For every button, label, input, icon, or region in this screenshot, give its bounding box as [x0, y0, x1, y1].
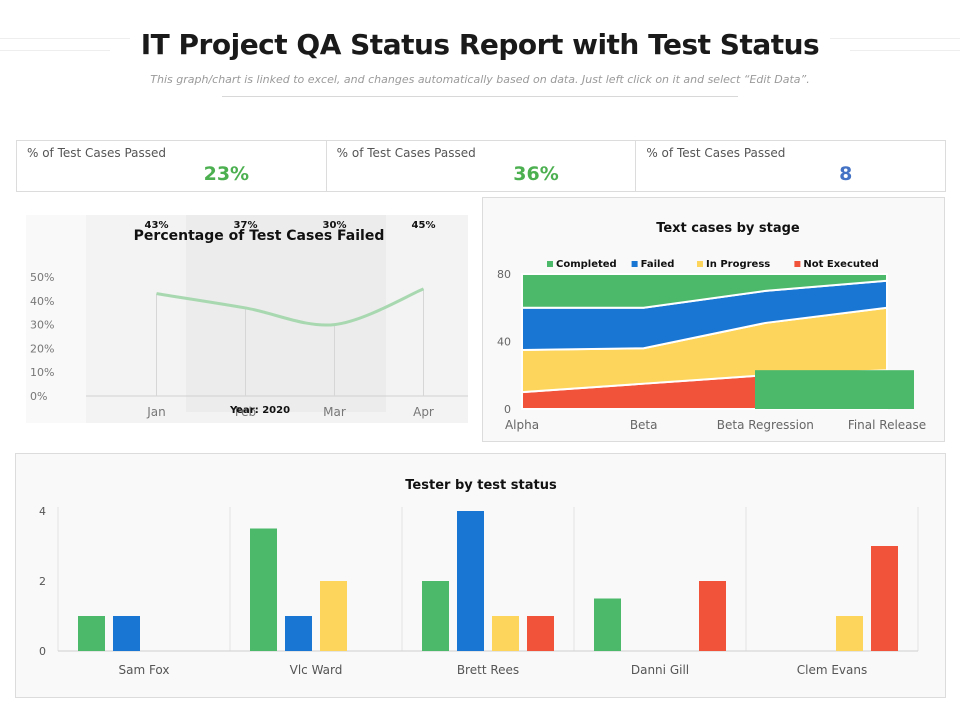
- x-tick-label: Jan: [146, 405, 166, 419]
- chart-title: Text cases by stage: [656, 221, 800, 236]
- data-label: 43%: [145, 220, 169, 231]
- kpi-value: 23%: [203, 163, 250, 185]
- bar-in-progress: [320, 581, 347, 651]
- data-label: 30%: [323, 220, 347, 231]
- line-chart[interactable]: 0% 10% 20% 30% 40% 50% Jan 43% Feb 37% Mar 30% Apr 45…: [26, 215, 468, 423]
- legend-swatch: [547, 261, 553, 267]
- y-tick-label: 4: [39, 505, 46, 518]
- bar-chart-panel[interactable]: Tester by test status 0 2 4 Sam Fox Vlc Ward B…: [15, 453, 946, 698]
- x-tick-label: Apr: [413, 405, 434, 419]
- y-tick-label: 0: [39, 645, 46, 658]
- bar-in-progress: [492, 616, 519, 651]
- y-tick-label: 50%: [30, 271, 54, 284]
- bar-not-executed: [527, 616, 554, 651]
- y-tick-label: 2: [39, 575, 46, 588]
- x-tick-label: Clem Evans: [797, 663, 868, 677]
- y-tick-label: 0: [504, 403, 511, 416]
- kpi-label: % of Test Cases Passed: [27, 146, 167, 160]
- kpi-label: % of Test Cases Passed: [646, 146, 786, 160]
- x-tick-label: Beta: [630, 418, 658, 432]
- data-label: 37%: [234, 220, 258, 231]
- bar-not-executed: [699, 581, 726, 651]
- kpi-card[interactable]: % of Test Cases Passed 36%: [327, 141, 637, 191]
- y-tick-label: 40: [497, 336, 511, 349]
- legend-swatch: [794, 261, 801, 267]
- decor-line: [830, 38, 960, 39]
- kpi-value: 8: [839, 163, 853, 185]
- legend-label: Not Executed: [803, 259, 878, 270]
- area-chart[interactable]: Text cases by stage Completed Failed In Pro…: [483, 198, 944, 441]
- x-tick-label: Beta Regression: [717, 418, 814, 432]
- x-tick-label: Sam Fox: [118, 663, 169, 677]
- bar-completed: [422, 581, 449, 651]
- chart-title: Percentage of Test Cases Failed: [134, 228, 385, 244]
- legend-label: In Progress: [706, 259, 770, 270]
- bar-failed: [285, 616, 312, 651]
- series-line: [156, 287, 425, 327]
- bar-failed: [457, 511, 484, 651]
- y-tick-label: 0%: [30, 390, 47, 403]
- subtitle-divider: [222, 96, 738, 97]
- kpi-card[interactable]: % of Test Cases Passed 23%: [17, 141, 327, 191]
- x-tick-label: Feb: [235, 405, 256, 419]
- kpi-label: % of Test Cases Passed: [336, 146, 476, 160]
- page-subtitle: This graph/chart is linked to excel, and…: [150, 73, 810, 86]
- kpi-card[interactable]: % of Test Cases Passed 8: [636, 141, 945, 191]
- bar-completed: [78, 616, 105, 651]
- bar-chart[interactable]: Tester by test status 0 2 4 Sam Fox Vlc Ward B…: [16, 454, 945, 697]
- page-title: IT Project QA Status Report with Test St…: [140, 28, 820, 61]
- y-tick-label: 80: [497, 268, 511, 281]
- line-chart-panel[interactable]: 0% 10% 20% 30% 40% 50% Jan 43% Feb 37% Mar 30% Apr 45…: [26, 215, 468, 423]
- bar-completed: [594, 598, 621, 651]
- kpi-row: % of Test Cases Passed 23% % of Test Cas…: [16, 140, 946, 192]
- bar-not-executed: [871, 546, 898, 651]
- area-series-completed: [521, 273, 888, 309]
- plot-band: [186, 215, 386, 412]
- x-tick-label: Vlc Ward: [290, 663, 343, 677]
- legend-label: Failed: [641, 259, 675, 270]
- decor-line: [0, 38, 130, 39]
- x-tick-label: Alpha: [505, 418, 539, 432]
- legend-swatch: [697, 261, 703, 267]
- chart-title: Tester by test status: [405, 478, 557, 493]
- kpi-value: 36%: [513, 163, 559, 185]
- x-tick-label: Brett Rees: [457, 663, 519, 677]
- x-axis-label: Year: 2020: [229, 405, 290, 416]
- data-label: 45%: [412, 220, 436, 231]
- x-tick-label: Final Release: [848, 418, 926, 432]
- y-tick-label: 10%: [30, 366, 54, 379]
- bar-failed: [113, 616, 140, 651]
- bar-in-progress: [836, 616, 863, 651]
- y-tick-label: 30%: [30, 319, 54, 332]
- overlay-box: [755, 370, 914, 409]
- y-tick-label: 40%: [30, 295, 54, 308]
- y-tick-label: 20%: [30, 342, 54, 355]
- x-tick-label: Mar: [323, 405, 346, 419]
- area-chart-panel[interactable]: Text cases by stage Completed Failed In Pro…: [482, 197, 945, 442]
- legend-label: Completed: [556, 259, 617, 270]
- legend-swatch: [631, 261, 638, 267]
- bar-completed: [250, 528, 277, 651]
- x-tick-label: Danni Gill: [631, 663, 689, 677]
- decor-line: [0, 50, 110, 51]
- decor-line: [850, 50, 960, 51]
